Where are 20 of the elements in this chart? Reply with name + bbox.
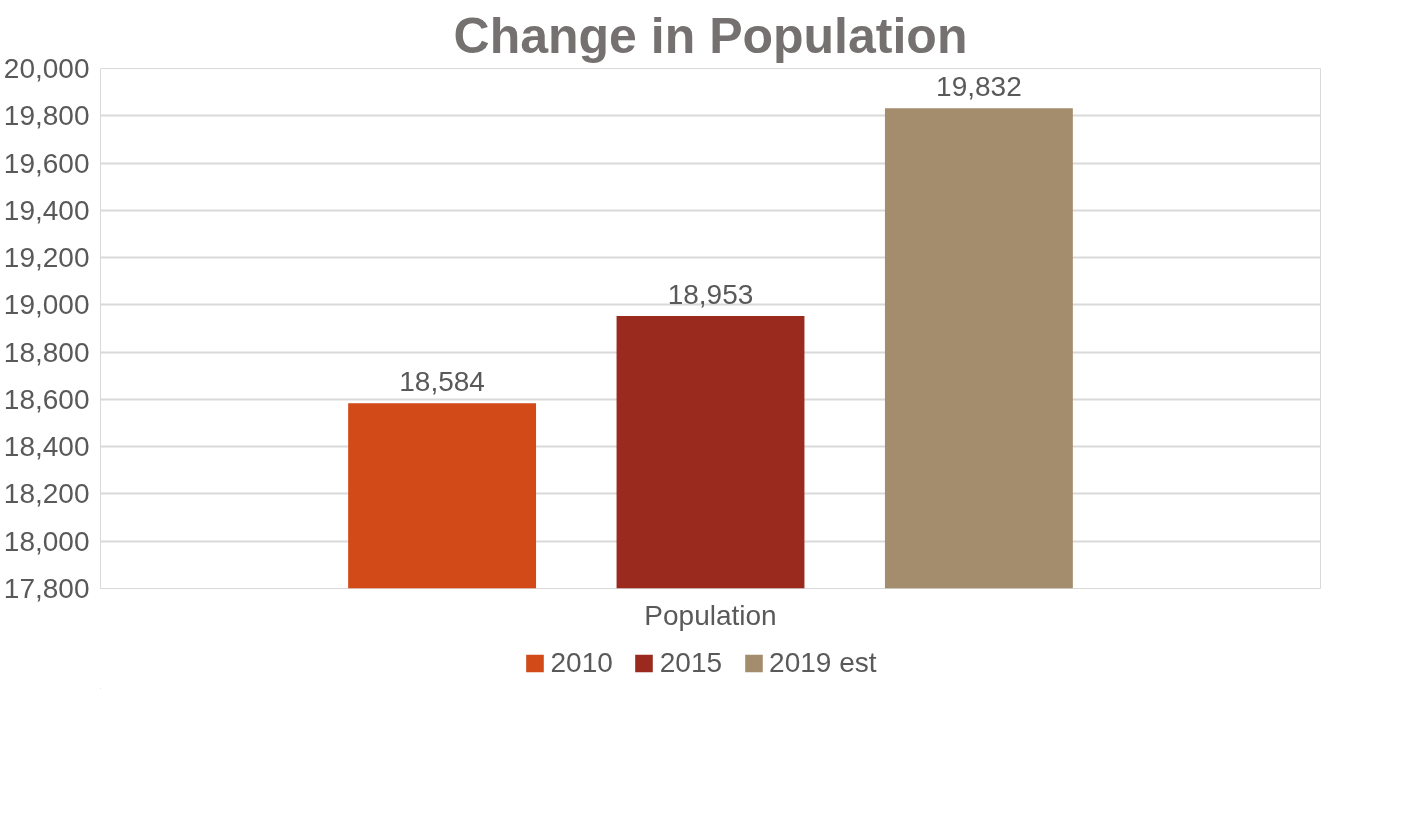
y-tick-label: 19,200 xyxy=(3,242,90,274)
data-label: 18,584 xyxy=(399,366,485,398)
y-tick-label: 19,800 xyxy=(3,100,90,132)
legend-label: 2015 xyxy=(659,647,723,679)
y-tick-label: 19,000 xyxy=(3,289,90,321)
y-tick-label: 18,000 xyxy=(3,525,90,557)
y-tick-label: 19,600 xyxy=(3,147,90,179)
x-tick-label: Population xyxy=(644,599,777,631)
y-tick-label: 20,000 xyxy=(3,53,90,84)
y-tick-label: 19,400 xyxy=(3,194,90,226)
legend-label: 2019 est xyxy=(769,647,877,679)
legend-label: 2010 xyxy=(550,647,613,679)
y-tick-label: 17,800 xyxy=(3,573,90,604)
y-tick-label: 18,800 xyxy=(3,336,90,368)
y-tick-label: 18,400 xyxy=(3,431,90,463)
data-label: 19,832 xyxy=(936,71,1022,103)
data-label: 18,953 xyxy=(667,278,754,310)
y-tick-label: 18,200 xyxy=(3,478,90,510)
chart-title: Change in Population xyxy=(453,7,968,64)
y-tick-label: 18,600 xyxy=(3,383,90,415)
